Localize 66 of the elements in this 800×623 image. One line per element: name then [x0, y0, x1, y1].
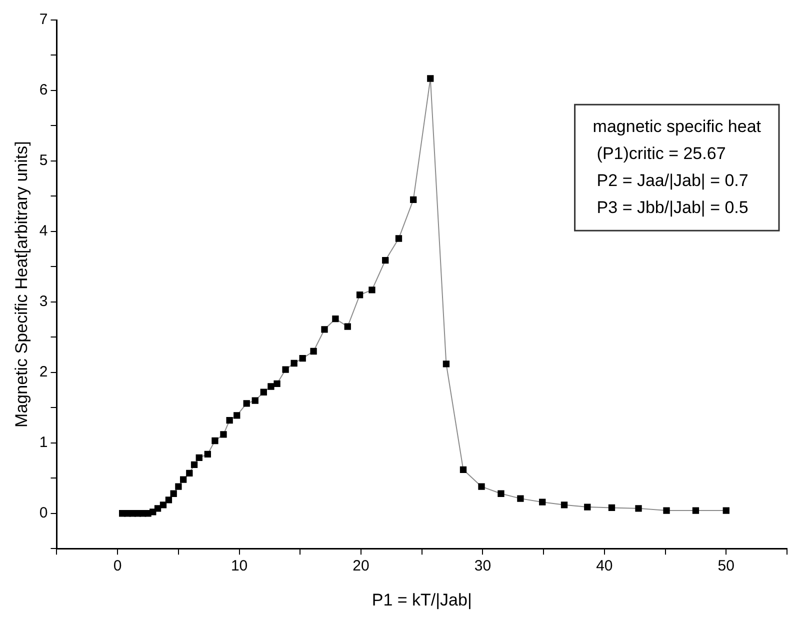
point — [410, 196, 417, 204]
annotation: (P1)critic = 25.67 — [596, 144, 726, 163]
point — [226, 417, 233, 424]
x-tick-label: 20 — [352, 558, 370, 575]
point — [332, 316, 339, 322]
y-tick-label: 2 — [39, 364, 48, 381]
point — [722, 507, 730, 514]
point — [268, 383, 274, 390]
x-tick-label: 10 — [230, 558, 248, 575]
point — [395, 235, 402, 242]
x-tick-label: 40 — [596, 558, 613, 575]
y-tick-label: 3 — [39, 293, 48, 310]
x-tick-label: 0 — [113, 558, 122, 575]
point — [427, 75, 434, 82]
y-tick-label: 6 — [39, 82, 48, 99]
point — [584, 504, 591, 510]
point — [663, 507, 670, 514]
point — [234, 412, 240, 419]
point — [160, 502, 167, 508]
point — [175, 483, 182, 490]
y-tick-label: 7 — [39, 11, 48, 28]
point — [368, 286, 376, 294]
point — [382, 257, 389, 264]
point — [212, 437, 218, 444]
y-tick-label: 4 — [39, 222, 48, 240]
x-tick-label: 30 — [474, 558, 492, 575]
point — [290, 360, 298, 367]
point — [220, 431, 227, 438]
point — [154, 505, 162, 512]
point — [442, 360, 450, 368]
point — [204, 450, 211, 458]
point — [170, 490, 177, 497]
y-tick-label: 5 — [39, 152, 48, 170]
point — [321, 326, 328, 333]
y-tick-label: 1 — [39, 434, 48, 452]
point — [344, 323, 351, 330]
point — [560, 502, 568, 508]
point — [252, 397, 258, 404]
point — [539, 498, 546, 506]
point — [180, 476, 187, 483]
y-axis-title: Magnetic Specific Heat[arbitrary units] — [12, 141, 31, 428]
point — [196, 454, 202, 462]
point — [608, 504, 616, 512]
point — [498, 490, 504, 497]
x-axis-title: P1 = kT/|Jab| — [372, 590, 472, 610]
annotation: magnetic specific heat — [592, 116, 762, 136]
y-tick-label: 0 — [39, 504, 48, 522]
x-tick-label: 50 — [718, 558, 734, 575]
point — [692, 507, 700, 514]
annotation: P2 = Jaa/|Jab| = 0.7 — [596, 170, 748, 190]
annotation: P3 = Jbb/|Jab| = 0.5 — [596, 198, 748, 217]
point — [460, 466, 467, 473]
point — [190, 461, 198, 468]
point — [165, 496, 172, 504]
point — [186, 470, 193, 477]
point — [310, 348, 317, 355]
point — [260, 388, 267, 396]
point — [517, 495, 524, 502]
point — [299, 354, 306, 362]
point — [635, 505, 642, 512]
point — [478, 483, 485, 490]
point — [150, 508, 156, 516]
point — [274, 380, 280, 388]
point — [356, 292, 364, 298]
point — [243, 400, 250, 407]
point — [282, 366, 289, 373]
